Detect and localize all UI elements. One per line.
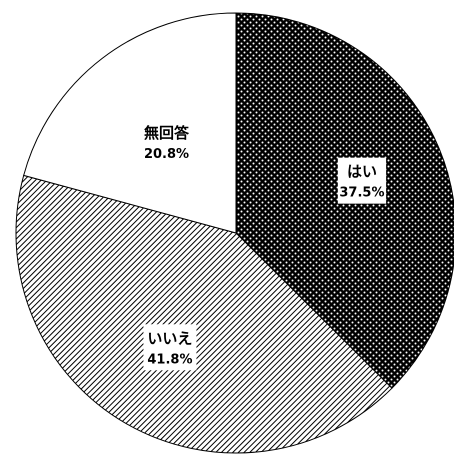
pie-labels: はい 37.5% いいえ 41.8% 無回答 20.8% xyxy=(143,124,387,371)
slice-label-hai: はい 37.5% xyxy=(337,157,387,204)
slice-category-label: いいえ xyxy=(147,329,192,347)
slice-category-label: 無回答 xyxy=(144,124,190,142)
pie-slices xyxy=(15,12,454,454)
slice-label-background xyxy=(143,324,197,371)
slice-value-label: 37.5% xyxy=(339,186,384,201)
slice-value-label: 41.8% xyxy=(147,352,192,367)
slice-label-background xyxy=(337,157,387,204)
slice-mukaitou xyxy=(23,12,237,234)
slice-value-label: 20.8% xyxy=(144,147,189,162)
slice-category-label: はい xyxy=(347,163,377,181)
slice-label-mukaitou: 無回答 20.8% xyxy=(144,124,190,162)
slice-label-iie: いいえ 41.8% xyxy=(143,324,197,371)
slice-iie xyxy=(15,174,393,454)
